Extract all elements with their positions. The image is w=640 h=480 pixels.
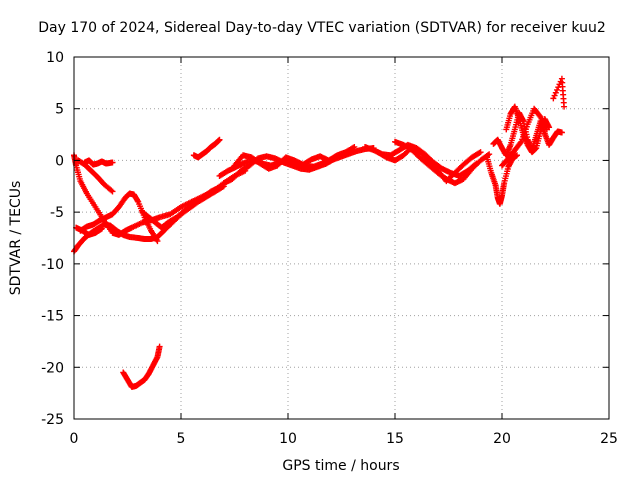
series-arc-h <box>120 343 163 390</box>
data-point <box>561 103 568 110</box>
x-tick-label: 15 <box>386 431 404 447</box>
data-point <box>476 149 483 156</box>
series-arc-t <box>550 75 568 110</box>
data-point <box>109 188 116 195</box>
chart-title: Day 170 of 2024, Sidereal Day-to-day VTE… <box>38 20 606 36</box>
x-tick-label: 10 <box>279 431 297 447</box>
data-point <box>109 159 116 166</box>
data-point <box>351 143 358 150</box>
y-axis-label: SDTVAR / TECUs <box>8 181 24 296</box>
data-point <box>216 184 223 191</box>
data-point <box>558 129 565 136</box>
y-tick-label: 0 <box>55 153 64 169</box>
series-arc-l <box>231 143 358 172</box>
data-point <box>551 92 558 99</box>
data-point <box>550 95 557 102</box>
y-tick-label: 5 <box>55 102 64 118</box>
axis-ticks: 0 5 10 15 20 25 -25 -20 -15 -10 -5 0 5 10 <box>41 50 618 447</box>
y-tick-label: 10 <box>46 50 64 66</box>
data-point <box>154 238 161 245</box>
data-point <box>543 126 550 133</box>
y-tick-label: -10 <box>41 257 64 273</box>
data-point <box>98 225 105 232</box>
series-arc-i <box>190 136 223 161</box>
data-point <box>486 151 493 158</box>
data-points <box>71 75 568 390</box>
data-point <box>156 343 163 350</box>
x-tick-label: 5 <box>177 431 186 447</box>
series-arc-p <box>484 152 520 207</box>
data-point <box>552 89 559 96</box>
grid-lines <box>74 57 609 419</box>
data-point <box>517 139 524 146</box>
data-point <box>108 187 115 194</box>
data-point <box>477 149 484 156</box>
x-tick-label: 20 <box>493 431 511 447</box>
y-tick-label: -25 <box>41 412 64 428</box>
data-point <box>216 136 223 143</box>
series-arc-g <box>139 184 223 231</box>
series-arc-s <box>499 105 550 169</box>
y-tick-label: -15 <box>41 309 64 325</box>
x-tick-label: 25 <box>600 431 618 447</box>
y-tick-label: -20 <box>41 360 64 376</box>
data-point <box>554 86 561 93</box>
data-point <box>513 152 520 159</box>
y-tick-label: -5 <box>50 205 64 221</box>
x-tick-label: 0 <box>70 431 79 447</box>
plot-frame <box>73 56 610 420</box>
series-arc-e <box>81 157 116 168</box>
x-axis-label: GPS time / hours <box>282 458 399 474</box>
data-point <box>350 144 357 151</box>
series-arc-o <box>392 138 493 187</box>
